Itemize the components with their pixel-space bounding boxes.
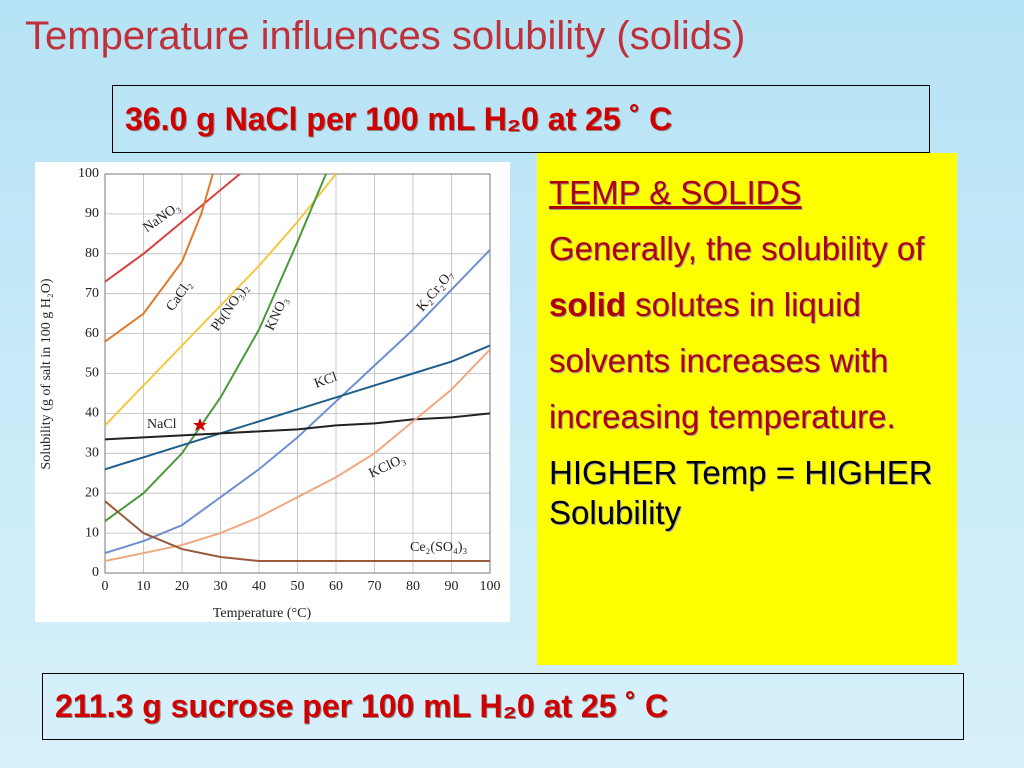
y-axis-label: Solubility (g of salt in 100 g H₂O) [39, 278, 54, 469]
y-tick-label: 60 [85, 326, 99, 341]
x-tick-label: 0 [102, 579, 109, 594]
x-tick-label: 90 [445, 579, 459, 594]
series-line [105, 174, 337, 427]
series-line [105, 174, 328, 522]
star-marker [193, 418, 207, 431]
y-tick-label: 10 [85, 525, 99, 540]
series-line [105, 348, 490, 563]
y-tick-label: 70 [85, 286, 99, 301]
slide-title: Temperature influences solubility (solid… [25, 14, 746, 58]
y-tick-label: 100 [78, 166, 99, 181]
note-box: TEMP & SOLIDS Generally, the solubility … [537, 153, 957, 665]
chart: Temperature (°C) Solubility (g of salt i… [35, 162, 510, 622]
series-label: NaNO₃ [141, 200, 184, 236]
note-conclusion: HIGHER Temp = HIGHER Solubility [549, 454, 933, 531]
series-line [105, 249, 490, 555]
series-line [105, 412, 490, 441]
note-text: solutes in liquid solvents increases wit… [549, 286, 896, 435]
nacl-box: 36.0 g NaCl per 100 mL H₂0 at 25 ˚ C [112, 85, 930, 153]
plot-area [105, 174, 490, 563]
x-tick-label: 50 [291, 579, 305, 594]
series-label: KClO₃ [367, 452, 408, 482]
x-tick-label: 80 [406, 579, 420, 594]
series-label: KNO₃ [263, 295, 292, 333]
x-tick-label: 60 [329, 579, 343, 594]
series-label: CaCl₂ [164, 278, 196, 314]
x-tick-label: 20 [175, 579, 189, 594]
y-tick-label: 80 [85, 246, 99, 261]
x-tick-label: 30 [214, 579, 228, 594]
series-label: NaCl [147, 417, 177, 432]
note-text: Generally, the solubility of [549, 230, 925, 267]
y-tick-label: 20 [85, 485, 99, 500]
plot-frame [104, 173, 491, 574]
series-label: Pb(NO₃)₂ [209, 281, 252, 334]
y-tick-label: 50 [85, 366, 99, 381]
x-tick-label: 100 [480, 579, 501, 594]
series-label: Ce₂(SO₄)₃ [410, 540, 468, 555]
x-axis-label: Temperature (°C) [213, 606, 312, 621]
series-label: KCl [312, 370, 339, 392]
y-tick-label: 90 [85, 206, 99, 221]
sucrose-box: 211.3 g sucrose per 100 mL H₂0 at 25 ˚ C [42, 673, 964, 740]
y-tick-label: 30 [85, 446, 99, 461]
note-bold: solid [549, 286, 627, 323]
x-tick-label: 40 [252, 579, 266, 594]
x-tick-label: 70 [368, 579, 382, 594]
y-tick-label: 0 [92, 565, 99, 580]
series-line [105, 174, 242, 283]
y-tick-label: 40 [85, 406, 99, 421]
series-line [105, 174, 214, 343]
series-line [105, 344, 490, 471]
note-heading: TEMP & SOLIDS [549, 174, 802, 211]
series-line [105, 500, 490, 563]
x-tick-label: 10 [137, 579, 151, 594]
